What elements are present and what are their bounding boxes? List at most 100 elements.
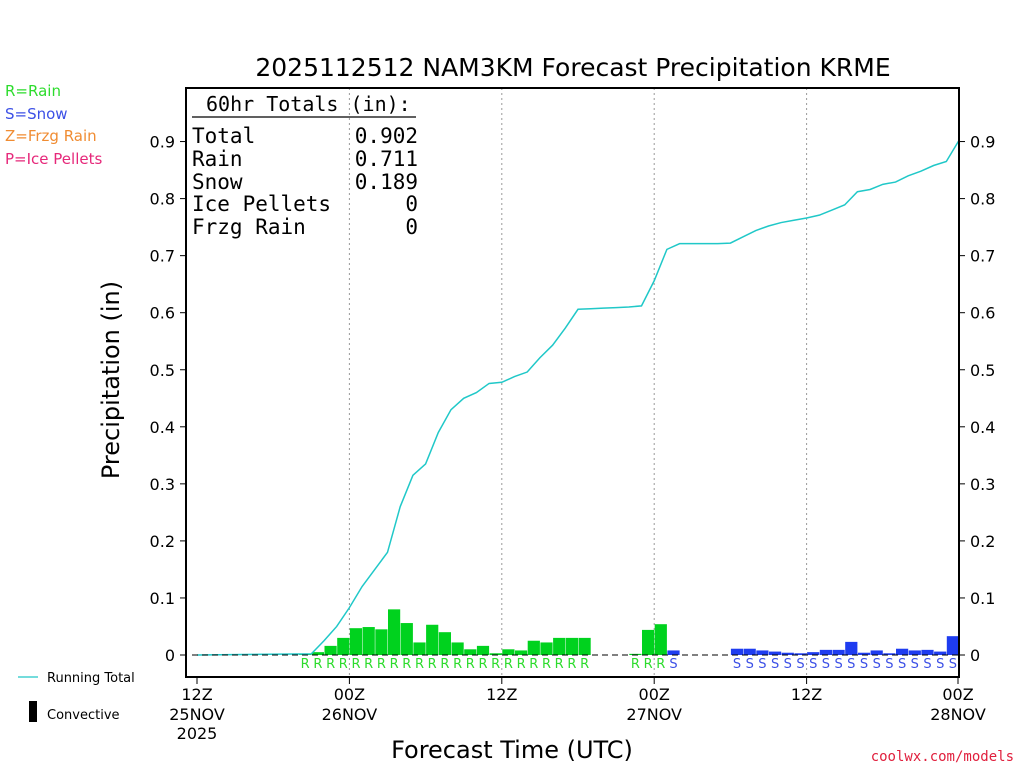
snow-letter: S [923, 657, 931, 672]
y-tick-label-right: 0.1 [970, 589, 995, 608]
y-tick-label-left: 0 [165, 646, 175, 665]
y-tick-label-right: 0.9 [970, 133, 995, 152]
y-tick-label-left: 0.2 [150, 532, 175, 551]
rain-letter: R [313, 657, 322, 672]
rain-letter: R [466, 657, 475, 672]
running-total-line [196, 140, 960, 656]
totals-label-snow: Snow [192, 170, 243, 194]
y-tick-label-left: 0.9 [150, 133, 175, 152]
series-legend: Running Total Convective [18, 671, 135, 723]
rain-letter: R [504, 657, 513, 672]
rain-letter: R [631, 657, 640, 672]
snow-bar [857, 652, 871, 655]
rain-bar [527, 640, 540, 655]
snow-bar [845, 641, 858, 655]
rain-bar [375, 629, 388, 655]
snow-bar [883, 653, 896, 655]
rain-letter: R [402, 657, 411, 672]
y-tick-label-left: 0.3 [150, 475, 175, 494]
rain-letter: R [453, 657, 462, 672]
totals-value-rain: 0.711 [355, 147, 418, 171]
rain-letter: R [542, 657, 551, 672]
rain-letter: R [656, 657, 665, 672]
rain-bar [438, 632, 451, 655]
x-tick-date: 27NOV [626, 705, 682, 724]
legend-snow: S=Snow [5, 105, 68, 123]
snow-bar [667, 650, 680, 655]
rain-bar [476, 645, 490, 655]
plot-frame [185, 87, 960, 678]
running-total-layer [196, 140, 960, 656]
snow-letter: S [898, 657, 906, 672]
bars-layer [299, 609, 959, 655]
rain-letter: R [415, 657, 424, 672]
rain-letter: R [555, 657, 564, 672]
snow-letter: S [949, 657, 957, 672]
rain-letter: R [440, 657, 449, 672]
x-tick-date: 28NOV [930, 705, 986, 724]
y-axis-left: 0 0.1 0.2 0.3 0.4 0.5 0.6 0.7 0.8 0.9 [150, 133, 186, 665]
totals-value-ice-pellets: 0 [405, 192, 418, 216]
y-tick-label-right: 0.6 [970, 304, 995, 323]
rain-letter: R [644, 657, 653, 672]
y-tick-label-right: 0.8 [970, 190, 995, 209]
rain-bar [629, 653, 642, 655]
rain-bar [337, 637, 350, 655]
rain-bar [464, 649, 477, 655]
totals-header: 60hr Totals (in): [206, 92, 411, 116]
snow-bar [832, 649, 845, 655]
y-tick-label-right: 0.7 [970, 247, 995, 266]
totals-label-frzg-rain: Frzg Rain [192, 215, 306, 239]
x-tick-label: 00Z [639, 685, 670, 704]
snow-letter: S [733, 657, 741, 672]
rain-bar [388, 609, 401, 655]
snow-bar [921, 649, 934, 655]
rain-letter: R [478, 657, 487, 672]
rain-letter: R [580, 657, 589, 672]
rain-bar [502, 649, 515, 655]
rain-letter: R [517, 657, 526, 672]
rain-bar [654, 624, 667, 655]
rain-letter: R [428, 657, 437, 672]
snow-letter: S [746, 657, 754, 672]
rain-bar [642, 629, 655, 655]
legend-ice-pellets: P=Ice Pellets [5, 150, 102, 168]
x-tick-label: 12Z [486, 685, 517, 704]
rain-bar [553, 637, 566, 655]
rain-letter: R [364, 657, 373, 672]
legend-convective: Convective [47, 708, 120, 723]
snow-letter: S [911, 657, 919, 672]
y-axis-label: Precipitation (in) [97, 281, 125, 479]
snow-letter: S [784, 657, 792, 672]
x-tick-date: 25NOV [169, 705, 225, 724]
y-tick-label-right: 0.3 [970, 475, 995, 494]
snow-bar [896, 648, 909, 655]
rain-letter: R [491, 657, 500, 672]
totals-label-total: Total [192, 124, 255, 148]
rain-bar [324, 645, 337, 655]
snow-letter: S [936, 657, 944, 672]
snow-letter: S [873, 657, 881, 672]
rain-letter: R [301, 657, 310, 672]
y-tick-label-right: 0.4 [970, 418, 995, 437]
snow-bar [934, 651, 947, 655]
totals-value-frzg-rain: 0 [405, 215, 418, 239]
x-tick-label: 00Z [334, 685, 365, 704]
legend-frzg-rain: Z=Frzg Rain [5, 127, 97, 145]
x-tick-date: 26NOV [322, 705, 378, 724]
snow-letter: S [860, 657, 868, 672]
snow-bar [781, 652, 794, 655]
y-axis-right: 0 0.1 0.2 0.3 0.4 0.5 0.6 0.7 0.8 0.9 [959, 133, 995, 665]
snow-bar [794, 653, 807, 655]
x-tick-year: 2025 [177, 724, 218, 743]
snow-bar [769, 651, 782, 655]
rain-bar [565, 637, 578, 655]
rain-bar [451, 642, 464, 655]
snow-bar [756, 650, 769, 655]
rain-bar [540, 642, 553, 655]
snow-bar [743, 648, 756, 655]
snow-letter: S [822, 657, 830, 672]
rain-bar [489, 653, 502, 655]
